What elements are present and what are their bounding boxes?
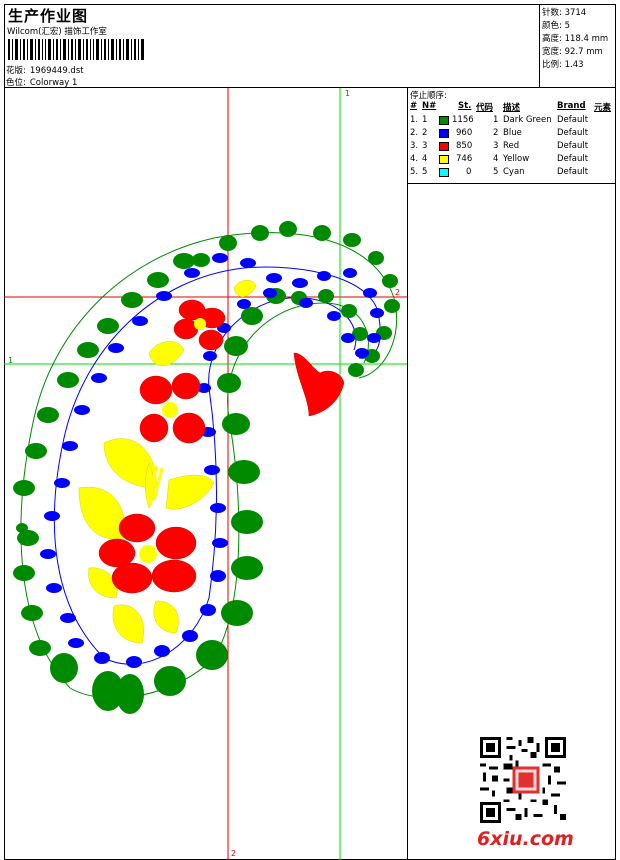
yellow-leaves [78, 280, 257, 644]
studio-name: Wilcom(汇宏) 描饰工作室 [7, 27, 107, 37]
design-file-label: 花版: [6, 66, 26, 76]
col-element: 元素 [594, 103, 612, 113]
color-swatch-blue [439, 129, 449, 138]
col-num: # [410, 101, 418, 111]
sequence-row: 4. 4 746 4 Yellow Default [410, 154, 589, 164]
stop-sequence-header: # N# St. 代码 描述 Brand 元素 [408, 101, 616, 114]
header-panel: 生产作业图 Wilcom(汇宏) 描饰工作室 花版: 1969449.dst 色位… [4, 4, 540, 88]
color-swatch-yellow [439, 155, 449, 164]
stats-panel: 针数: 3714 颜色: 5 高度: 118.4 mm 宽度: 92.7 mm … [540, 4, 616, 88]
green-satin-dots [13, 221, 400, 714]
red-guide-label-bottom: 2 [231, 849, 236, 858]
stat-scale: 比例: 1.43 [542, 60, 584, 70]
design-canvas: 1 1 2 2 [4, 88, 408, 860]
stat-colors: 颜色: 5 [542, 21, 570, 31]
color-swatch-cyan [439, 168, 449, 177]
sequence-row: 1. 1 1156 1 Dark Green Default [410, 115, 589, 125]
sequence-row: 2. 2 960 2 Blue Default [410, 128, 589, 138]
blue-satin-dots [40, 253, 384, 668]
sequence-row: 3. 3 850 3 Red Default [410, 141, 589, 151]
col-stitches: St. [458, 101, 472, 111]
barcode-icon [8, 39, 144, 60]
colorway-line: 色位: Colorway 1 [6, 76, 77, 88]
color-swatch-red [439, 142, 449, 151]
stat-height: 高度: 118.4 mm [542, 34, 609, 44]
green-guide-label-top: 1 [345, 89, 350, 98]
colorway-label: 色位: [6, 78, 26, 88]
red-guide-label-right: 2 [395, 288, 400, 297]
col-code: 代码 [476, 103, 494, 113]
design-file-value: 1969449.dst [29, 66, 84, 76]
colorway-value: Colorway 1 [29, 78, 78, 88]
red-flowers [98, 299, 345, 594]
embroidery-preview: 1 1 2 2 [4, 88, 407, 860]
page-title: 生产作业图 [8, 7, 89, 25]
stat-width: 宽度: 92.7 mm [542, 47, 603, 57]
stat-stitches: 针数: 3714 [542, 8, 587, 18]
col-brand: Brand [557, 101, 586, 111]
design-file-line: 花版: 1969449.dst [6, 64, 84, 76]
stop-sequence-title: 停止顺序: [410, 91, 447, 101]
watermark-logo: 6xiu.com [477, 828, 574, 850]
color-swatch-dark-green [439, 116, 449, 125]
green-guide-label-left: 1 [8, 356, 13, 365]
yellow-center-stems [148, 465, 164, 507]
col-desc: 描述 [503, 103, 521, 113]
qr-code-icon [480, 737, 566, 823]
stop-sequence-panel: 停止顺序: # N# St. 代码 描述 Brand 元素 1. 1 1156 1 … [408, 88, 616, 184]
col-needle: N# [422, 101, 437, 111]
